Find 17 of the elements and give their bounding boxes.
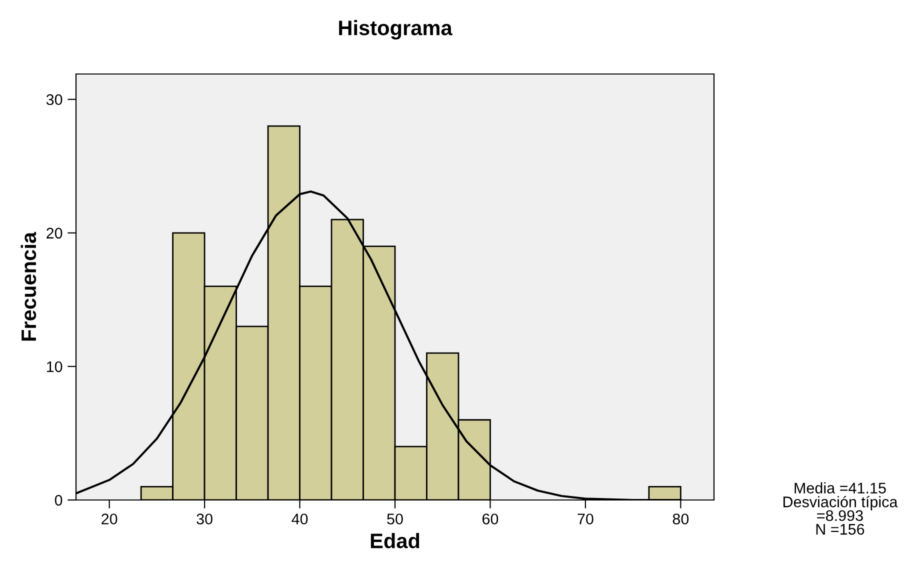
x-axis-title: Edad bbox=[370, 532, 420, 548]
x-tick-label: 50 bbox=[387, 514, 403, 524]
x-tick-label: 80 bbox=[672, 514, 689, 524]
text: Desviación típica =8.993 bbox=[783, 496, 898, 522]
y-tick-label: 10 bbox=[46, 361, 62, 372]
y-tick-label: 0 bbox=[54, 494, 62, 506]
x-tick-label: 70 bbox=[578, 514, 594, 524]
text: Media =41.15 bbox=[794, 482, 886, 494]
x-tick-label: 40 bbox=[292, 514, 308, 524]
x-tick-label: 20 bbox=[102, 514, 118, 524]
chart-title: Histograma bbox=[339, 20, 452, 40]
x-tick-label: 60 bbox=[482, 514, 498, 524]
y-axis-title: Frecuencia bbox=[20, 232, 36, 341]
y-tick-label: 30 bbox=[46, 94, 62, 106]
x-tick-label: 30 bbox=[196, 514, 212, 524]
text: N =156 bbox=[816, 524, 864, 535]
y-tick-label: 20 bbox=[46, 228, 62, 239]
